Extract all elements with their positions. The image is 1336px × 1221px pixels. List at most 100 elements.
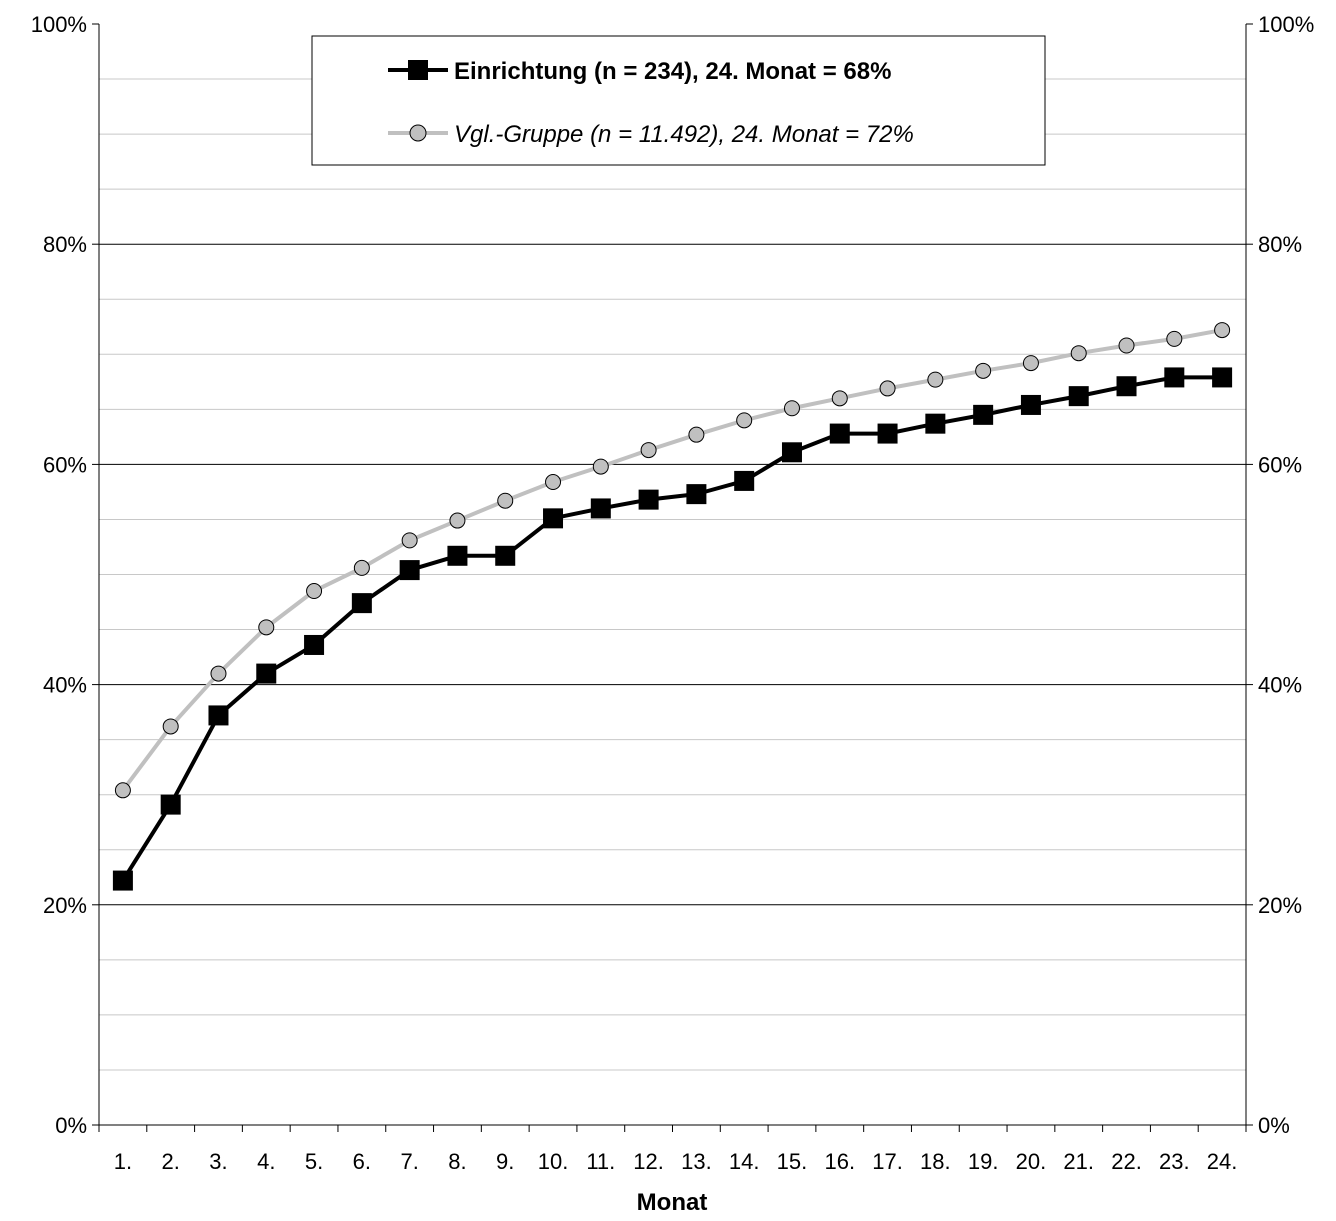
x-tick-label: 3. bbox=[209, 1149, 227, 1174]
y-tick-label-right: 80% bbox=[1258, 232, 1302, 257]
x-tick-label: 14. bbox=[729, 1149, 760, 1174]
y-tick-label-right: 20% bbox=[1258, 893, 1302, 918]
data-point-circle bbox=[401, 532, 418, 549]
y-tick-label-right: 40% bbox=[1258, 673, 1302, 698]
x-tick-label: 16. bbox=[824, 1149, 855, 1174]
legend: Einrichtung (n = 234), 24. Monat = 68% V… bbox=[311, 35, 1046, 166]
y-tick-label-left: 60% bbox=[43, 452, 87, 477]
data-point-square bbox=[543, 508, 564, 529]
y-tick-label-left: 80% bbox=[43, 232, 87, 257]
data-point-square bbox=[638, 489, 659, 510]
x-tick-label: 5. bbox=[305, 1149, 323, 1174]
data-point-circle bbox=[210, 665, 227, 682]
y-tick-label-right: 0% bbox=[1258, 1113, 1290, 1138]
data-point-square bbox=[447, 545, 468, 566]
x-tick-label: 8. bbox=[448, 1149, 466, 1174]
data-point-square bbox=[686, 484, 707, 505]
gridlines bbox=[99, 78, 1246, 1071]
data-point-square bbox=[1068, 386, 1089, 407]
data-point-square bbox=[112, 870, 133, 891]
data-point-circle bbox=[736, 412, 753, 429]
data-point-square bbox=[304, 634, 325, 655]
x-tick-label: 1. bbox=[114, 1149, 132, 1174]
x-tick-label: 23. bbox=[1159, 1149, 1190, 1174]
y-tick-label-left: 100% bbox=[31, 12, 87, 37]
x-tick-label: 12. bbox=[633, 1149, 664, 1174]
legend-item-einrichtung: Einrichtung (n = 234), 24. Monat = 68% bbox=[388, 58, 891, 85]
x-tick-label: 19. bbox=[968, 1149, 999, 1174]
data-point-circle bbox=[592, 458, 609, 475]
x-tick-label: 22. bbox=[1111, 1149, 1142, 1174]
data-point-square bbox=[399, 560, 420, 581]
data-point-square bbox=[734, 470, 755, 491]
y-tick-label-left: 0% bbox=[55, 1113, 87, 1138]
data-point-square bbox=[160, 794, 181, 815]
series-einrichtung bbox=[112, 367, 1233, 891]
legend-item-vergleichsgruppe: Vgl.-Gruppe (n = 11.492), 24. Monat = 72… bbox=[388, 121, 914, 148]
data-point-circle bbox=[1118, 337, 1135, 354]
data-point-circle bbox=[497, 492, 514, 509]
data-point-square bbox=[973, 404, 994, 425]
x-tick-label: 15. bbox=[777, 1149, 808, 1174]
data-point-circle bbox=[1166, 330, 1183, 347]
y-tick-label-right: 100% bbox=[1258, 12, 1314, 37]
data-point-square bbox=[1212, 367, 1233, 388]
x-tick-label: 6. bbox=[353, 1149, 371, 1174]
x-tick-label: 13. bbox=[681, 1149, 712, 1174]
data-point-circle bbox=[162, 718, 179, 735]
legend-label-einrichtung: Einrichtung (n = 234), 24. Monat = 68% bbox=[454, 58, 891, 85]
data-point-square bbox=[877, 423, 898, 444]
data-point-circle bbox=[975, 362, 992, 379]
data-point-square bbox=[351, 593, 372, 614]
data-point-circle bbox=[688, 426, 705, 443]
series bbox=[112, 322, 1233, 891]
data-point-circle bbox=[879, 380, 896, 397]
series-line bbox=[121, 328, 1223, 792]
data-point-circle bbox=[306, 583, 323, 600]
y-tick-label-right: 60% bbox=[1258, 452, 1302, 477]
data-point-circle bbox=[1070, 345, 1087, 362]
data-point-square bbox=[208, 705, 229, 726]
data-point-circle bbox=[114, 782, 131, 799]
legend-box bbox=[311, 35, 1046, 166]
data-point-square bbox=[590, 498, 611, 519]
data-point-circle bbox=[258, 619, 275, 636]
data-point-square bbox=[925, 413, 946, 434]
data-point-square bbox=[1164, 367, 1185, 388]
x-tick-label: 11. bbox=[586, 1149, 615, 1174]
x-tick-label: 20. bbox=[1016, 1149, 1047, 1174]
data-point-square bbox=[495, 545, 516, 566]
data-point-square bbox=[829, 423, 850, 444]
y-tick-label-left: 40% bbox=[43, 673, 87, 698]
x-tick-label: 21. bbox=[1063, 1149, 1094, 1174]
series-line bbox=[121, 375, 1223, 882]
legend-marker-square bbox=[408, 60, 428, 80]
x-tick-label: 10. bbox=[538, 1149, 569, 1174]
data-point-circle bbox=[1022, 355, 1039, 372]
x-tick-label: 17. bbox=[872, 1149, 903, 1174]
legend-marker-circle bbox=[409, 124, 427, 142]
data-point-circle bbox=[927, 371, 944, 388]
data-point-square bbox=[1116, 376, 1137, 397]
axes: 0% 0% 20% 20% 40% 40% 60% 60% 80% 80% 100% 100% 1. 2.… bbox=[31, 12, 1315, 1174]
x-axis-title: Monat bbox=[637, 1189, 708, 1216]
x-tick-label: 18. bbox=[920, 1149, 951, 1174]
x-tick-label: 9. bbox=[496, 1149, 514, 1174]
data-point-circle bbox=[1214, 322, 1231, 339]
x-tick-label: 4. bbox=[257, 1149, 275, 1174]
x-tick-label: 24. bbox=[1207, 1149, 1238, 1174]
data-point-circle bbox=[831, 390, 848, 407]
data-point-circle bbox=[353, 559, 370, 576]
data-point-circle bbox=[783, 400, 800, 417]
data-point-square bbox=[781, 442, 802, 463]
series-vergleichsgruppe bbox=[114, 322, 1231, 799]
data-point-circle bbox=[545, 474, 562, 491]
data-point-circle bbox=[449, 512, 466, 529]
x-tick-label: 2. bbox=[162, 1149, 180, 1174]
y-tick-label-left: 20% bbox=[43, 893, 87, 918]
data-point-circle bbox=[640, 442, 657, 459]
data-point-square bbox=[1020, 394, 1041, 415]
legend-label-vergleichsgruppe: Vgl.-Gruppe (n = 11.492), 24. Monat = 72… bbox=[454, 121, 914, 148]
